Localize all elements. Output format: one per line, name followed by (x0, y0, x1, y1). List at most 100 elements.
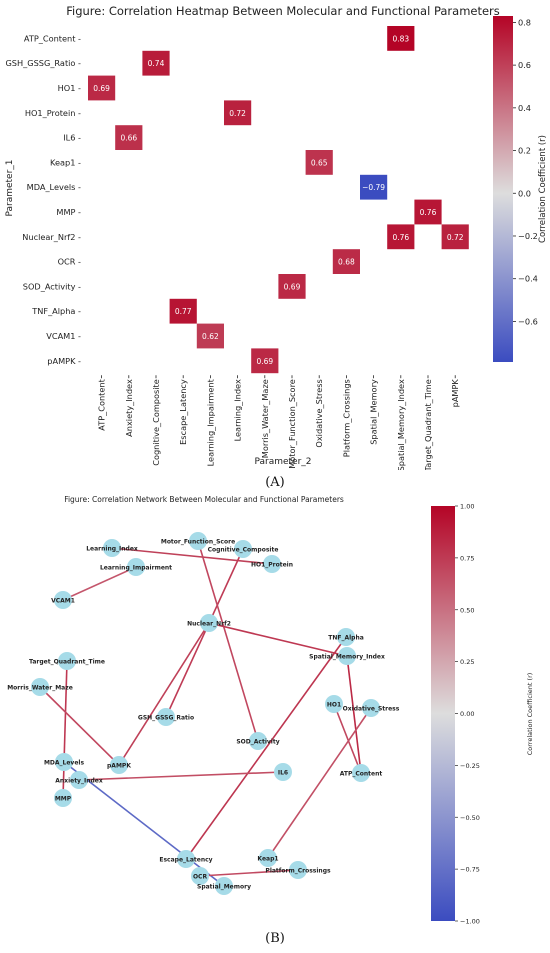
heatmap-row-label: HO1_Protein - (25, 108, 81, 118)
heatmap-cell-label: 0.65 (311, 158, 328, 167)
network-node-label: TNF_Alpha (328, 635, 364, 642)
network-colorbar-tick: −0.25 (460, 762, 480, 770)
heatmap-cell (142, 50, 170, 76)
heatmap-col-label: Spatial_Memory_Index (396, 379, 406, 470)
network-colorbar-tick: −1.00 (460, 918, 480, 926)
heatmap-cell (224, 100, 252, 126)
network-node-label: pAMPK (107, 763, 131, 770)
network-edge (197, 540, 259, 742)
heatmap-row-label: SOD_Activity - (23, 281, 81, 291)
network-colorbar-tick: 0.75 (460, 554, 474, 562)
heatmap-col-label: Cognitive_Composite (151, 379, 161, 466)
network-edge (118, 622, 210, 766)
heatmap-title: Figure: Correlation Heatmap Between Mole… (66, 4, 500, 18)
heatmap-col-label: Spatial_Memory (369, 379, 379, 445)
heatmap-colorbar-tick: 0.2 (518, 146, 531, 156)
network-node (234, 540, 252, 558)
heatmap-row-label: pAMPK - (47, 356, 81, 366)
heatmap-col-label: Escape_Latency (178, 379, 188, 445)
heatmap-colorbar-tick: 0.8 (518, 17, 531, 27)
heatmap-col-label: Morris_Water_Maze (260, 379, 270, 458)
network-node-label: Nuclear_Nrf2 (187, 621, 231, 628)
network-node (127, 558, 145, 576)
heatmap-cell-label: 0.72 (229, 109, 246, 118)
heatmap-col-label: Motor_Function_Score (287, 379, 297, 469)
heatmap-panel: Figure: Correlation Heatmap Between Mole… (5, 4, 548, 470)
network-node-label: MDA_Levels (44, 760, 85, 767)
heatmap-colorbar-label: Correlation Coefficient (r) (538, 135, 548, 243)
heatmap-cell-label: 0.83 (392, 34, 409, 43)
heatmap-cell (414, 199, 442, 225)
network-node (177, 850, 195, 868)
heatmap-ylabel: Parameter_1 (5, 159, 15, 216)
network-edge (39, 686, 120, 766)
network-node (362, 699, 380, 717)
heatmap-row-label: HO1 - (58, 83, 81, 93)
heatmap-cell-label: 0.62 (202, 332, 219, 341)
heatmap-row-label: TNF_Alpha - (31, 306, 81, 316)
network-node (215, 877, 233, 895)
heatmap-cell (332, 249, 360, 274)
heatmap-cell-label: 0.69 (284, 282, 301, 291)
network-node (55, 753, 73, 771)
network-edge (63, 761, 225, 887)
panel-label-a: (A) (265, 475, 285, 490)
network-node-label: VCAM1 (51, 598, 75, 605)
network-node-label: IL6 (278, 770, 288, 777)
heatmap-col-label: Learning_Impairment (205, 378, 215, 466)
heatmap-row-label: Nuclear_Nrf2 - (22, 232, 81, 242)
heatmap-colorbar-tick: −0.4 (518, 274, 538, 284)
panel-label-b: (B) (265, 931, 285, 946)
heatmap-cell (387, 224, 415, 250)
network-node (191, 867, 209, 885)
network-node (274, 763, 292, 781)
network-node (157, 708, 175, 726)
heatmap-colorbar-tick: 0.4 (518, 103, 531, 113)
heatmap-col-label: Learning_Index (233, 379, 243, 441)
heatmap-cell-label: 0.69 (256, 357, 273, 366)
network-node-label: Oxidative_Stress (343, 706, 400, 713)
heatmap-colorbar-tick: 0.6 (518, 60, 531, 70)
network-node-label: GSH_GSSG_Ratio (138, 715, 194, 722)
network-node-label: OCR (193, 874, 208, 881)
network-node (249, 732, 267, 750)
heatmap-cell-label: 0.74 (148, 59, 165, 68)
heatmap-row-label: MDA_Levels - (27, 182, 81, 192)
network-node-label: Escape_Latency (159, 857, 212, 864)
network-title: Figure: Correlation Network Between Mole… (64, 495, 344, 504)
network-node (259, 849, 277, 867)
network-colorbar-tick: 0.00 (460, 710, 474, 718)
heatmap-row-label: OCR - (58, 257, 81, 267)
network-node (352, 764, 370, 782)
heatmap-cell (196, 323, 224, 349)
heatmap-row-label: MMP - (56, 207, 81, 217)
network-edge (62, 566, 137, 601)
heatmap-cell (251, 348, 279, 374)
network-node (31, 678, 49, 696)
network-node (103, 539, 121, 557)
network-colorbar-tick: 0.50 (460, 606, 474, 614)
heatmap-cell (387, 26, 415, 51)
heatmap-col-label: Platform_Crossings (341, 379, 351, 457)
heatmap-row-label: ATP_Content - (24, 33, 81, 43)
network-colorbar (431, 506, 455, 921)
network-node (189, 532, 207, 550)
network-node-label: HO1 (327, 702, 341, 709)
network-node-label: Learning_Index (86, 546, 138, 553)
network-node-label: HO1_Protein (251, 562, 293, 569)
heatmap-cell-label: 0.76 (420, 208, 437, 217)
network-panel: Figure: Correlation Network Between Mole… (7, 495, 534, 926)
heatmap-row-label: IL6 - (63, 133, 81, 143)
network-node (337, 628, 355, 646)
heatmap-col-label: Anxiety_Index (124, 379, 134, 437)
network-node-label: Learning_Impairment (100, 565, 172, 572)
heatmap-cell (169, 298, 197, 324)
network-node (263, 555, 281, 573)
heatmap-cell-label: −0.79 (362, 183, 385, 192)
network-colorbar-tick: −0.75 (460, 866, 480, 874)
network-node (289, 861, 307, 879)
network-node (200, 614, 218, 632)
network-node-label: Keap1 (257, 856, 278, 863)
network-node (54, 591, 72, 609)
heatmap-cell (115, 125, 143, 150)
